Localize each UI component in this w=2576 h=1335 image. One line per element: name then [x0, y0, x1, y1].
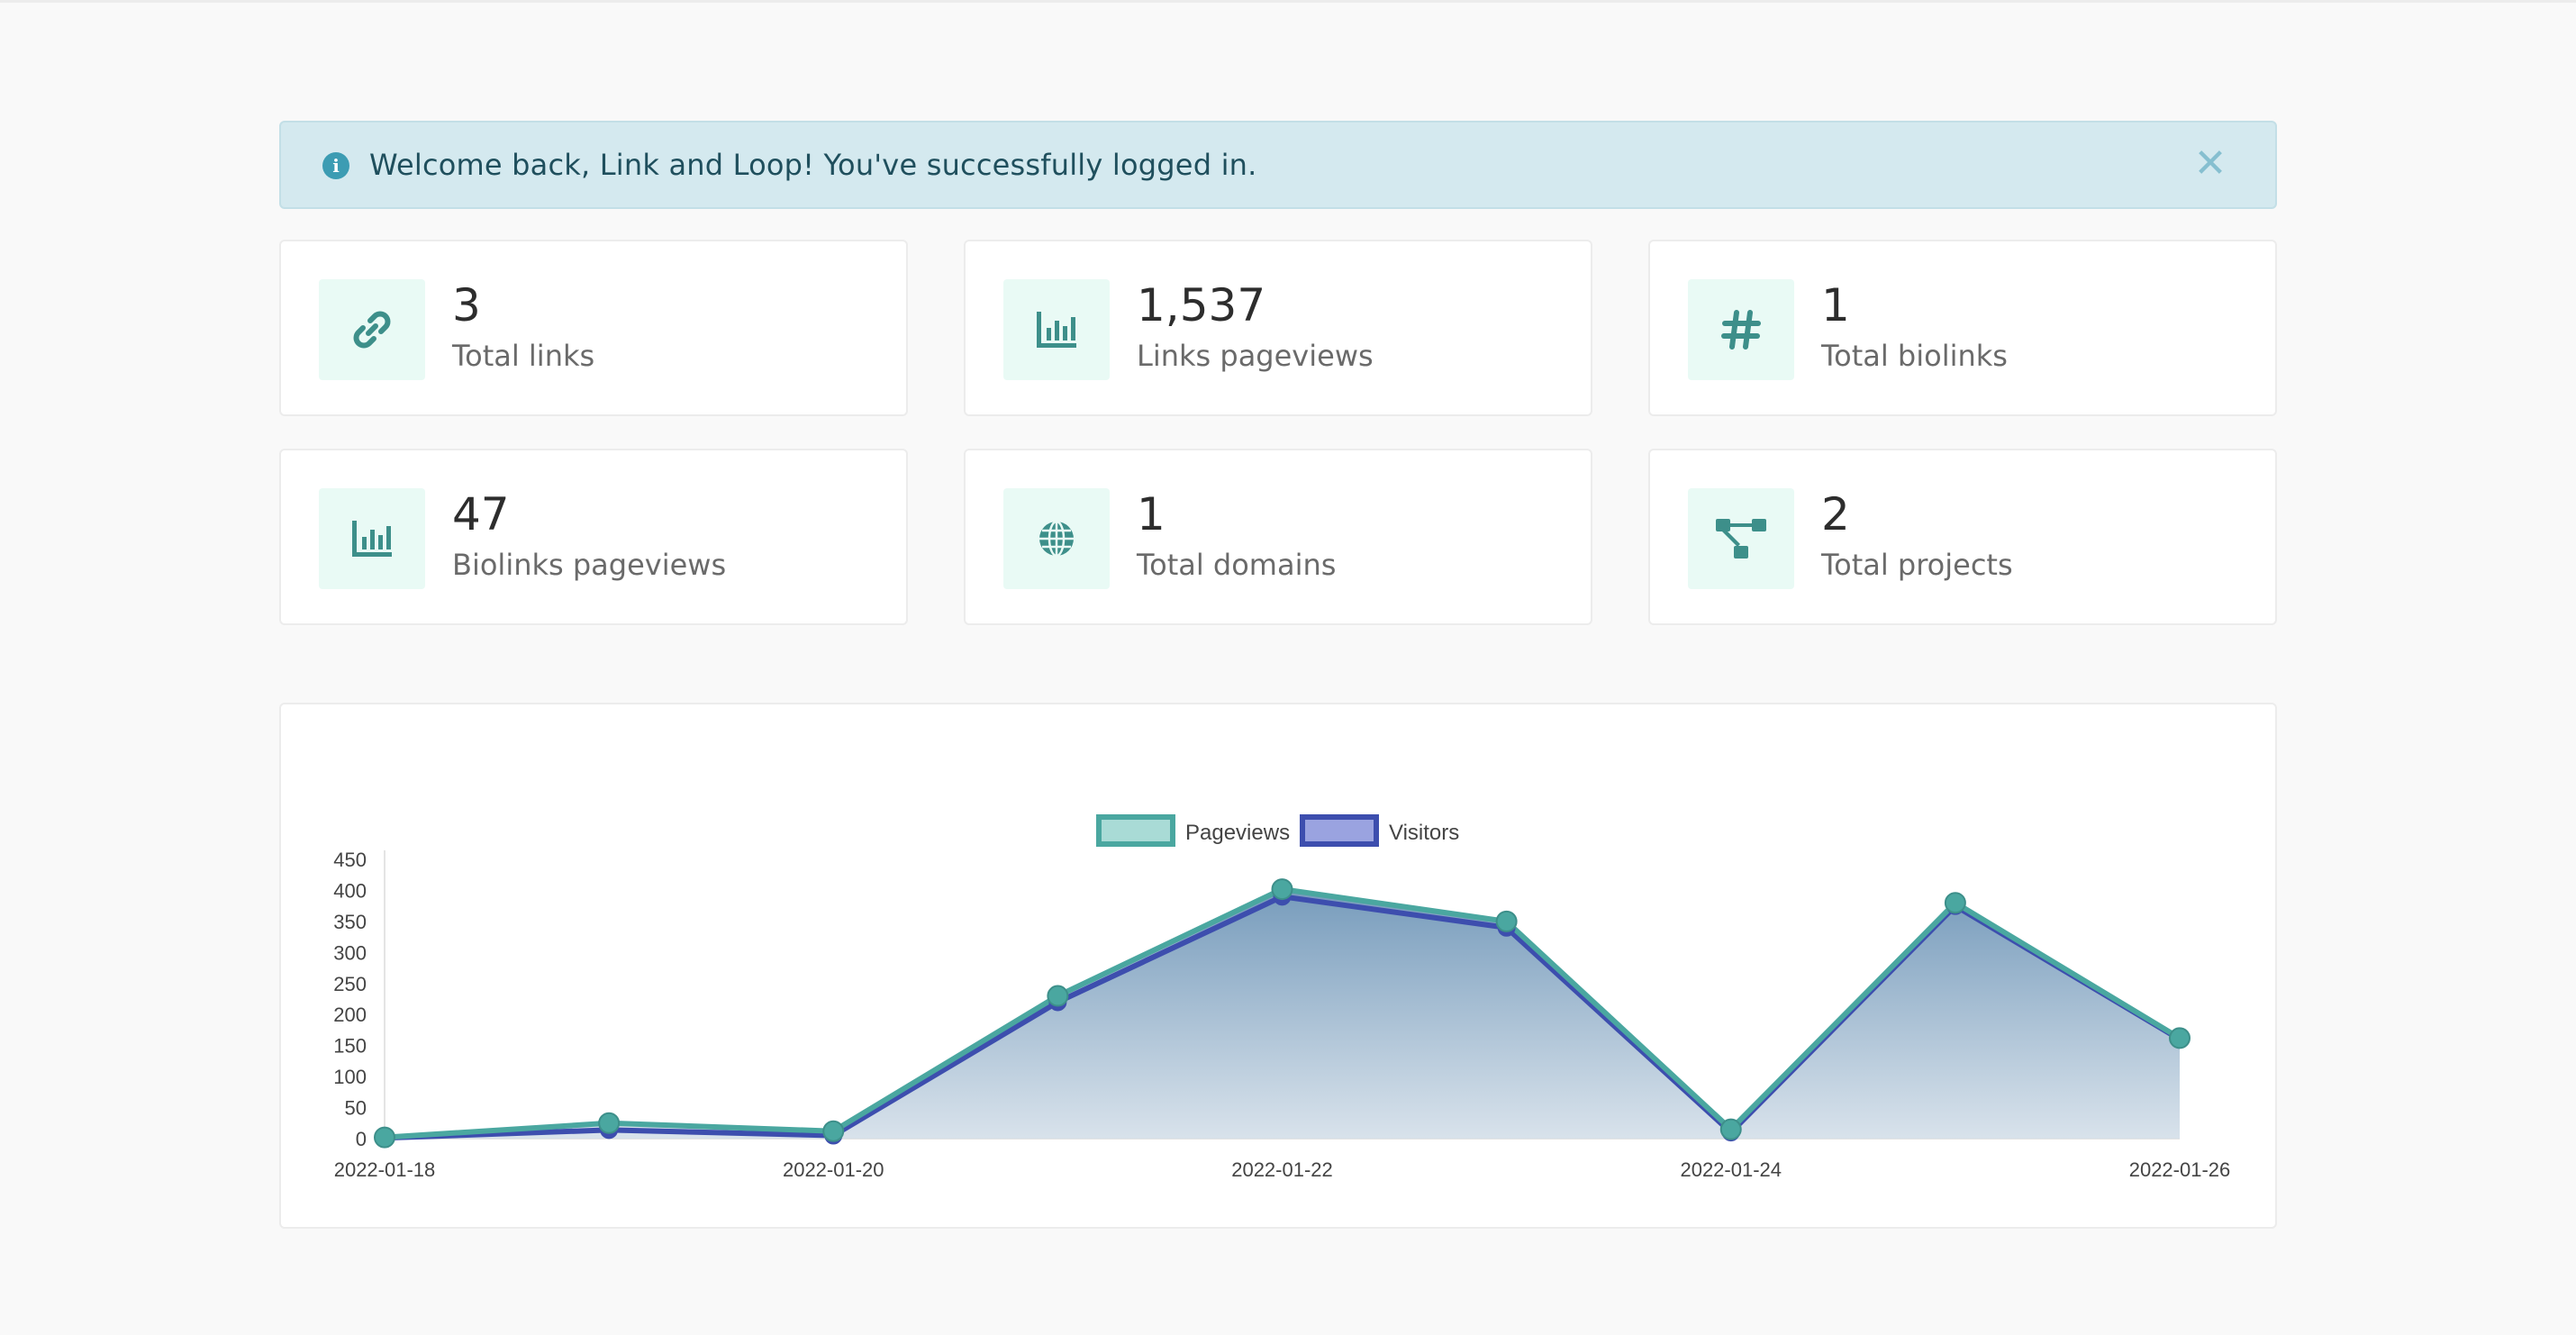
- data-point-pageviews: [1495, 910, 1518, 932]
- close-icon[interactable]: ✕: [2193, 141, 2227, 186]
- y-tick-label: 250: [333, 973, 367, 995]
- stat-card-biolinks-pageviews[interactable]: 47 Biolinks pageviews: [279, 449, 908, 625]
- hashtag-icon: [1688, 279, 1794, 380]
- y-tick-label: 450: [333, 849, 367, 871]
- data-point-pageviews: [1719, 1118, 1742, 1140]
- stat-value: 1: [1137, 488, 1166, 540]
- legend-label-pageviews: Pageviews: [1185, 821, 1290, 845]
- stat-label: Total biolinks: [1821, 339, 2008, 373]
- y-tick-label: 300: [333, 941, 367, 964]
- data-point-pageviews: [822, 1120, 845, 1142]
- data-point-pageviews: [374, 1126, 395, 1149]
- legend-label-visitors: Visitors: [1389, 821, 1459, 845]
- y-tick-label: 0: [356, 1128, 367, 1150]
- bar-chart-icon: [1003, 279, 1110, 380]
- x-tick-label: 2022-01-18: [334, 1158, 436, 1181]
- x-tick-label: 2022-01-22: [1231, 1158, 1333, 1181]
- bar-chart-icon: [319, 488, 425, 589]
- stat-value: 3: [452, 279, 481, 331]
- y-tick-label: 200: [333, 1004, 367, 1026]
- y-tick-label: 100: [333, 1066, 367, 1088]
- x-tick-label: 2022-01-20: [783, 1158, 884, 1181]
- login-success-alert: i Welcome back, Link and Loop! You've su…: [279, 121, 2277, 209]
- stat-label: Biolinks pageviews: [452, 548, 727, 582]
- alert-message: Welcome back, Link and Loop! You've succ…: [369, 148, 1257, 182]
- legend-swatch-pageviews: [1096, 814, 1175, 847]
- top-border: [0, 0, 2576, 3]
- y-tick-label: 150: [333, 1035, 367, 1058]
- stat-card-total-links[interactable]: 3 Total links: [279, 240, 908, 416]
- stat-card-links-pageviews[interactable]: 1,537 Links pageviews: [964, 240, 1592, 416]
- y-tick-label: 400: [333, 879, 367, 902]
- x-tick-label: 2022-01-24: [1680, 1158, 1782, 1181]
- legend-swatch-visitors: [1300, 814, 1379, 847]
- stat-label: Links pageviews: [1137, 339, 1374, 373]
- stat-label: Total domains: [1137, 548, 1337, 582]
- globe-icon: [1003, 488, 1110, 589]
- data-point-pageviews: [1944, 892, 1966, 914]
- y-tick-label: 50: [345, 1097, 367, 1120]
- stat-value: 1,537: [1137, 279, 1266, 331]
- data-point-pageviews: [1047, 985, 1069, 1007]
- pageviews-chart-card: 0 50 100 150 200 250 300 350 400 450 2022-01-18 202…: [279, 703, 2277, 1229]
- data-point-pageviews: [1271, 878, 1293, 901]
- data-point-pageviews: [598, 1112, 621, 1134]
- project-diagram-icon: [1688, 488, 1794, 589]
- x-tick-label: 2022-01-26: [2129, 1158, 2231, 1181]
- info-icon: i: [322, 152, 349, 179]
- stat-card-total-domains[interactable]: 1 Total domains: [964, 449, 1592, 625]
- stat-card-total-biolinks[interactable]: 1 Total biolinks: [1648, 240, 2277, 416]
- pageviews-area: [385, 889, 2180, 1139]
- stat-label: Total projects: [1821, 548, 2013, 582]
- y-tick-label: 350: [333, 911, 367, 933]
- stat-value: 2: [1821, 488, 1850, 540]
- link-icon: [319, 279, 425, 380]
- data-point-pageviews: [2169, 1027, 2191, 1049]
- pageviews-chart: 0 50 100 150 200 250 300 350 400 450 2022-01-18 202…: [333, 814, 2231, 1181]
- stat-value: 47: [452, 488, 510, 540]
- stat-value: 1: [1821, 279, 1850, 331]
- stat-label: Total links: [452, 339, 595, 373]
- stat-card-total-projects[interactable]: 2 Total projects: [1648, 449, 2277, 625]
